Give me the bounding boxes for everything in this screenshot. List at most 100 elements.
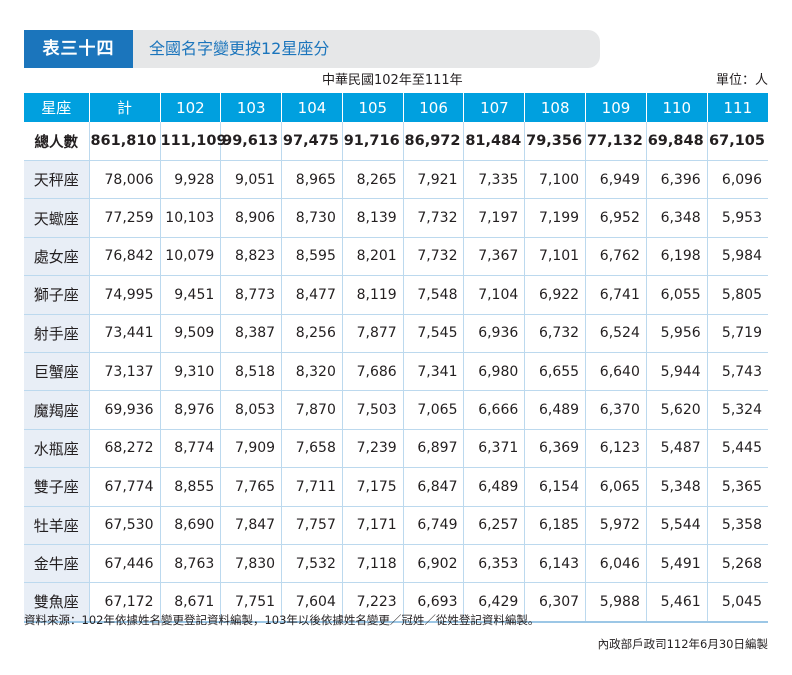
cell-value: 7,757 — [281, 506, 343, 545]
cell-value: 6,257 — [463, 506, 525, 545]
cell-value: 8,265 — [341, 160, 404, 200]
cell-value: 6,055 — [645, 275, 708, 315]
cell-value: 7,532 — [281, 544, 343, 584]
row-label: 處女座 — [24, 237, 89, 277]
cell-value: 7,545 — [402, 314, 464, 353]
cell-value: 6,046 — [585, 544, 647, 584]
cell-value: 5,719 — [706, 314, 768, 353]
cell-value: 5,805 — [706, 275, 768, 315]
cell-value: 7,199 — [524, 198, 586, 238]
cell-value: 7,830 — [220, 544, 282, 584]
cell-value: 8,320 — [281, 352, 343, 392]
cell-value: 7,877 — [341, 314, 404, 353]
cell-value: 6,741 — [585, 275, 647, 315]
cell-value: 5,956 — [645, 314, 708, 353]
row-label: 巨蟹座 — [24, 352, 89, 392]
cell-total: 69,936 — [88, 390, 160, 430]
cell-value: 6,897 — [402, 429, 464, 469]
cell-value: 8,773 — [220, 275, 282, 315]
cell-value: 8,965 — [281, 160, 343, 200]
cell-value: 7,065 — [402, 390, 464, 430]
cell-value: 6,065 — [585, 467, 647, 507]
cell-total: 78,006 — [88, 160, 160, 200]
cell-value: 7,118 — [341, 544, 404, 584]
cell-value: 6,732 — [524, 314, 586, 353]
row-label: 雙子座 — [24, 467, 89, 507]
row-label: 牡羊座 — [24, 506, 89, 545]
table-row: 獅子座 74,995 9,451 8,773 8,477 8,119 7,548 7,104 6… — [24, 275, 768, 315]
cell-value: 9,451 — [159, 275, 221, 315]
cell-value: 7,548 — [402, 275, 464, 315]
column-header-year: 103 — [220, 93, 282, 122]
cell-value: 86,972 — [402, 122, 464, 161]
cell-value: 9,928 — [159, 160, 221, 200]
cell-value: 7,870 — [281, 390, 343, 430]
cell-total: 76,842 — [88, 237, 160, 277]
cell-value: 10,079 — [159, 237, 221, 277]
column-header-year: 107 — [463, 93, 525, 122]
cell-value: 7,658 — [281, 429, 343, 469]
cell-value: 7,175 — [341, 467, 404, 507]
cell-value: 8,671 — [159, 582, 221, 623]
cell-value: 8,976 — [159, 390, 221, 430]
cell-value: 6,655 — [524, 352, 586, 392]
cell-value: 8,119 — [341, 275, 404, 315]
source-note: 資料來源：102年依據姓名變更登記資料編製，103年以後依據姓名變更／冠姓／從姓… — [24, 613, 540, 627]
cell-value: 6,936 — [463, 314, 525, 353]
cell-value: 6,429 — [463, 582, 525, 623]
cell-total: 77,259 — [88, 198, 160, 238]
cell-value: 7,223 — [341, 582, 404, 623]
table-body: 總人數 861,810 111,109 99,613 97,475 91,716 86,97… — [24, 122, 768, 623]
cell-value: 6,693 — [402, 582, 464, 623]
column-header-year: 102 — [159, 93, 221, 122]
row-label: 射手座 — [24, 314, 89, 353]
cell-value: 9,310 — [159, 352, 221, 392]
cell-total: 861,810 — [88, 122, 160, 161]
cell-total: 67,530 — [88, 506, 160, 545]
cell-value: 7,604 — [281, 582, 343, 623]
cell-value: 7,503 — [341, 390, 404, 430]
cell-value: 7,909 — [220, 429, 282, 469]
cell-value: 6,762 — [585, 237, 647, 277]
cell-value: 6,980 — [463, 352, 525, 392]
cell-value: 6,902 — [402, 544, 464, 584]
cell-value: 8,906 — [220, 198, 282, 238]
table-row: 天蠍座 77,259 10,103 8,906 8,730 8,139 7,732 7,197… — [24, 198, 768, 238]
cell-value: 7,100 — [524, 160, 586, 200]
cell-value: 5,365 — [706, 467, 768, 507]
cell-value: 5,268 — [706, 544, 768, 584]
table-row: 天秤座 78,006 9,928 9,051 8,965 8,265 7,921 7,335 7… — [24, 160, 768, 200]
column-header-year: 105 — [341, 93, 404, 122]
cell-value: 6,123 — [585, 429, 647, 469]
cell-value: 7,341 — [402, 352, 464, 392]
column-header-year: 111 — [706, 93, 768, 122]
cell-value: 7,197 — [463, 198, 525, 238]
cell-value: 6,353 — [463, 544, 525, 584]
cell-value: 7,239 — [341, 429, 404, 469]
cell-value: 9,509 — [159, 314, 221, 353]
cell-value: 6,185 — [524, 506, 586, 545]
cell-value: 6,369 — [524, 429, 586, 469]
cell-value: 7,101 — [524, 237, 586, 277]
cell-value: 5,487 — [645, 429, 708, 469]
cell-value: 7,751 — [220, 582, 282, 623]
cell-value: 8,690 — [159, 506, 221, 545]
cell-value: 5,445 — [706, 429, 768, 469]
cell-value: 6,371 — [463, 429, 525, 469]
cell-value: 111,109 — [159, 122, 227, 161]
cell-value: 69,848 — [645, 122, 708, 161]
cell-value: 6,143 — [524, 544, 586, 584]
cell-value: 5,972 — [585, 506, 647, 545]
cell-total: 73,441 — [88, 314, 160, 353]
table-row: 牡羊座 67,530 8,690 7,847 7,757 7,171 6,749 6,257 6… — [24, 506, 768, 545]
table-row: 雙魚座 67,172 8,671 7,751 7,604 7,223 6,693 6,429 6… — [24, 582, 768, 623]
column-header-constellation: 星座 — [24, 93, 89, 122]
cell-value: 99,613 — [220, 122, 282, 161]
cell-value: 6,489 — [524, 390, 586, 430]
column-header-year: 109 — [585, 93, 647, 122]
cell-value: 6,370 — [585, 390, 647, 430]
cell-value: 8,730 — [281, 198, 343, 238]
cell-value: 10,103 — [159, 198, 221, 238]
compiled-by-credit: 內政部戶政司112年6月30日編製 — [597, 637, 768, 651]
cell-value: 8,855 — [159, 467, 221, 507]
